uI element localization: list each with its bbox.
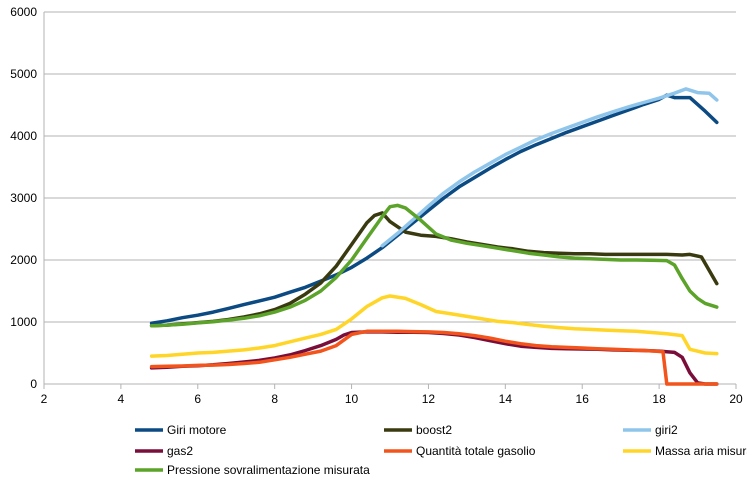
axes	[43, 12, 737, 389]
x-tick-label: 12	[422, 392, 436, 406]
x-tick-label: 14	[499, 392, 513, 406]
series-line-7	[149, 203, 719, 328]
y-tick-label: 3000	[10, 191, 37, 205]
x-tick-label: 10	[345, 392, 359, 406]
y-tick-label: 0	[30, 377, 37, 391]
legend-label: boost2	[416, 423, 452, 437]
y-tick-label: 5000	[10, 67, 37, 81]
legend-label: Quantità totale gasolio	[416, 444, 536, 458]
series-line-1	[149, 93, 719, 325]
y-tick-label: 4000	[10, 129, 37, 143]
x-tick-label: 8	[271, 392, 278, 406]
legend: Giri motore boost2 giri2 gas2 Quantità total…	[135, 423, 747, 477]
x-tick-label: 2	[41, 392, 48, 406]
x-tick-label: 20	[729, 392, 743, 406]
series-lines	[149, 87, 719, 386]
gridlines	[44, 11, 736, 323]
series-line-5	[149, 329, 719, 386]
tick-labels: 0 1000 2000 3000 4000 5000 6000 2 4 6 8 10 12 14 16 18 2…	[10, 5, 743, 406]
legend-label: Massa aria misurata	[655, 444, 747, 458]
y-tick-label: 2000	[10, 253, 37, 267]
series-line-3	[380, 87, 719, 248]
x-tick-label: 6	[194, 392, 201, 406]
x-tick-label: 18	[652, 392, 666, 406]
series-line-6	[149, 294, 719, 358]
legend-label: Giri motore	[167, 423, 227, 437]
legend-label: gas2	[167, 444, 193, 458]
legend-label: giri2	[655, 423, 678, 437]
y-tick-label: 1000	[10, 315, 37, 329]
legend-label: Pressione sovralimentazione misurata	[167, 463, 370, 477]
x-tick-label: 4	[118, 392, 125, 406]
x-tick-label: 16	[576, 392, 590, 406]
y-tick-label: 6000	[10, 5, 37, 19]
